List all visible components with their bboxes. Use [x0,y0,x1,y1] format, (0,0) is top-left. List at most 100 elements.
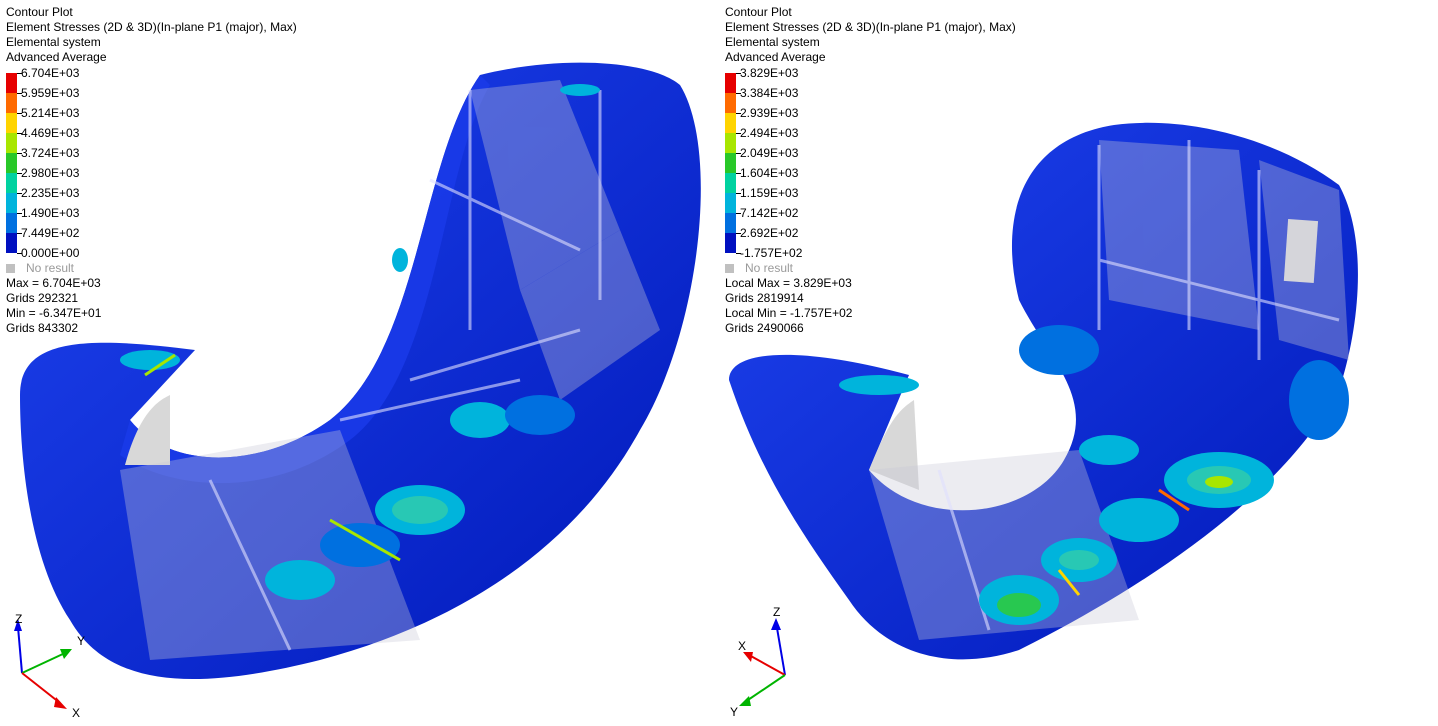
axis-triad-right: Z X Y [730,605,786,719]
legend-tick [736,93,741,94]
min-value: Min = -6.347E+01 [6,306,102,320]
no-result-entry-left: No result [6,261,74,275]
system: Elemental system [725,35,820,49]
legend-color-band [6,113,17,133]
legend-tick [17,233,22,234]
title: Contour Plot [725,5,792,19]
viewport-right[interactable]: Contour Plot Element Stresses (2D & 3D)(… [719,0,1438,726]
legend-label: 3.724E+03 [21,146,80,160]
legend-label: 7.449E+02 [21,226,80,240]
no-result-entry-right: No result [725,261,793,275]
legend-tick [736,113,741,114]
stress-blobs-right [839,325,1349,625]
legend-tick [17,193,22,194]
axis-y-label: Y [77,634,85,648]
legend-tick [736,233,741,234]
stress-blobs-left [120,84,600,600]
axis-x-label: X [738,639,746,653]
legend-label: 5.959E+03 [21,86,80,100]
no-result-swatch [6,264,15,273]
legend-label: 1.490E+03 [21,206,80,220]
max-grid: Grids 2819914 [725,291,804,305]
info-header-left: Contour Plot Element Stresses (2D & 3D)(… [6,5,297,65]
legend-color-band [725,173,736,193]
legend-tick [17,133,22,134]
legend-tick [736,173,741,174]
legend-color-band [725,233,736,253]
legend-color-band [6,133,17,153]
stats-left: Max = 6.704E+03 Grids 292321 Min = -6.34… [6,276,101,336]
legend-tick [17,173,22,174]
axis-z-label: Z [15,612,22,626]
stats-right: Local Max = 3.829E+03 Grids 2819914 Loca… [725,276,852,336]
legend-tick [17,113,22,114]
axis-x-label: X [72,706,80,720]
local-min-value: Local Min = -1.757E+02 [725,306,853,320]
translucent-ribs-right [869,140,1349,640]
legend-bar [6,73,17,253]
legend-color-band [6,233,17,253]
legend-label: 7.142E+02 [740,206,799,220]
no-result-label: No result [745,261,794,275]
averaging: Advanced Average [725,50,826,64]
legend-label: 3.829E+03 [740,66,799,80]
shell-outer-left [20,62,701,680]
legend-label: 2.235E+03 [21,186,80,200]
window-patch [1283,219,1319,283]
legend-tick [736,253,741,254]
max-grid: Grids 292321 [6,291,79,305]
legend-tick [17,253,22,254]
axis-triad-left: Z Y X [14,612,85,720]
legend-color-band [725,213,736,233]
averaging: Advanced Average [6,50,107,64]
model-left[interactable] [0,0,719,726]
legend-color-band [725,93,736,113]
legend-color-band [6,173,17,193]
legend-label: 4.469E+03 [21,126,80,140]
translucent-ribs-left [120,80,660,660]
no-result-label: No result [26,261,75,275]
legend-color-band [725,193,736,213]
legend-color-band [6,193,17,213]
legend-tick [17,213,22,214]
max-value: Max = 6.704E+03 [6,276,101,290]
legend-tick [736,153,741,154]
min-grid: Grids 2490066 [725,321,804,335]
legend-color-band [725,113,736,133]
shell-outer-right [729,122,1358,660]
viewport-left[interactable]: Contour Plot Element Stresses (2D & 3D)(… [0,0,719,726]
legend-color-band [6,153,17,173]
legend-tick [17,93,22,94]
axis-z-label: Z [773,605,780,619]
legend-color-band [6,73,17,93]
legend-color-band [725,133,736,153]
interior-patch-left [125,395,170,465]
legend-label: 2.494E+03 [740,126,799,140]
legend-label: 1.159E+03 [740,186,799,200]
legend-label: 2.980E+03 [21,166,80,180]
legend-tick [17,73,22,74]
inner-wall-left [120,75,490,484]
legend-tick [736,213,741,214]
no-result-swatch [725,264,734,273]
legend-label: 2.692E+02 [740,226,799,240]
legend-color-band [725,153,736,173]
result-type: Element Stresses (2D & 3D)(In-plane P1 (… [6,20,297,34]
legend-label: 2.939E+03 [740,106,799,120]
legend-tick [736,193,741,194]
interior-patch-right [869,400,919,490]
legend-label: 2.049E+03 [740,146,799,160]
legend-tick [17,153,22,154]
legend-color-band [6,213,17,233]
legend-label: 3.384E+03 [740,86,799,100]
local-max-value: Local Max = 3.829E+03 [725,276,852,290]
model-right[interactable] [719,0,1438,726]
title: Contour Plot [6,5,73,19]
info-header-right: Contour Plot Element Stresses (2D & 3D)(… [725,5,1016,65]
legend-color-band [725,73,736,93]
legend-label: 0.000E+00 [21,246,80,260]
legend-bar [725,73,736,253]
legend-label: 5.214E+03 [21,106,80,120]
legend-color-band [6,93,17,113]
result-type: Element Stresses (2D & 3D)(In-plane P1 (… [725,20,1016,34]
